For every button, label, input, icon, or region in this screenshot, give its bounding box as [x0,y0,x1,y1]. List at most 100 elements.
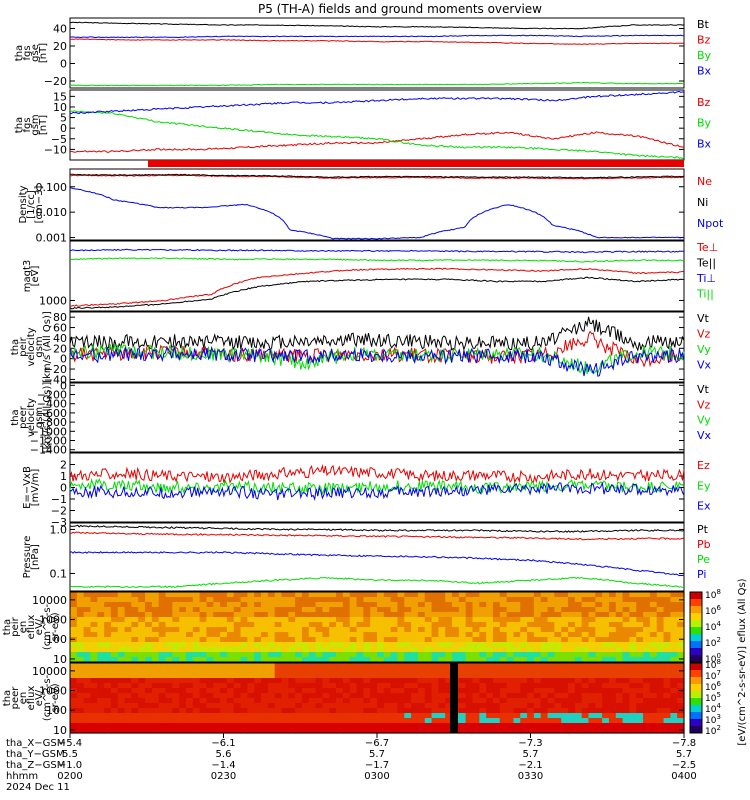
heat-cell [472,647,480,653]
heat-cell [649,663,658,669]
heat-cell [254,673,262,679]
heat-cell [629,597,637,603]
heat-cell [561,718,569,724]
panel-frame [69,591,685,663]
heat-cell [568,627,576,633]
heat-cell [656,627,665,633]
heat-cell [417,703,426,709]
heat-cell [595,622,603,628]
heat-cell [274,668,283,674]
heat-cell [636,627,644,633]
heat-cell [670,703,678,709]
heat-cell [622,683,631,689]
heat-cell [322,652,330,658]
heat-cell [472,728,480,734]
heat-cell [70,632,78,638]
heat-cell [506,647,515,653]
heat-cell [213,602,221,608]
heat-cell [220,723,228,729]
heat-cell [179,723,187,729]
heat-cell [581,728,590,734]
heat-cell [615,703,624,709]
heat-cell [83,637,92,643]
heat-cell [83,607,92,613]
heat-cell [383,718,392,724]
heat-cell [595,652,603,658]
heat-cell [540,723,549,729]
heat-cell [233,592,242,598]
heat-cell [185,723,194,729]
heat-cell [397,713,405,719]
heat-cell [506,728,515,734]
heat-cell [513,617,521,623]
heat-cell [97,668,105,674]
heat-cell [377,663,385,669]
heat-cell [158,703,167,709]
heat-cell [404,673,412,679]
heat-cell [301,698,310,704]
heat-cell [308,693,317,699]
heat-cell [110,698,119,704]
heat-cell [595,678,603,684]
heat-cell [76,668,85,674]
heat-cell [595,723,603,729]
heat-cell [417,627,426,633]
heat-cell [342,708,351,714]
heat-cell [656,617,665,623]
heat-cell [506,612,515,618]
heat-cell [431,637,439,643]
heat-cell [165,668,173,674]
heat-cell [377,673,385,679]
heat-cell [540,617,549,623]
heat-cell [206,663,214,669]
heat-cell [322,663,330,669]
heat-cell [452,642,460,648]
heat-cell [267,597,276,603]
heat-cell [90,592,98,598]
heat-cell [131,668,139,674]
heat-cell [329,637,337,643]
heat-cell [261,703,269,709]
heat-cell [486,683,494,689]
heat-cell [417,647,426,653]
heat-cell [192,673,201,679]
heat-cell [554,693,562,699]
heat-cell [185,637,194,643]
x-tick-label: −7.3 [518,738,542,749]
heat-cell [404,602,412,608]
heat-cell [281,723,289,729]
heat-cell [349,632,358,638]
heat-cell [377,632,385,638]
heat-cell [574,602,583,608]
heat-cell [622,718,631,724]
heat-cell [370,728,378,734]
heat-cell [226,693,235,699]
heat-cell [663,617,671,623]
heat-cell [322,708,330,714]
heat-cell [295,637,303,643]
heat-cell [158,693,167,699]
heat-cell [356,708,364,714]
heat-cell [70,607,78,613]
heat-cell [677,713,685,719]
heat-cell [520,683,528,689]
y-axis-label: sr-eV) [50,612,61,641]
heat-cell [533,683,542,689]
heat-cell [663,597,671,603]
heat-cell [411,703,419,709]
heat-cell [192,622,201,628]
legend-entry: Bz [697,96,711,109]
heat-cell [438,617,446,623]
heat-cell [636,708,644,714]
heat-cell [329,663,337,669]
heat-cell [465,723,474,729]
heat-cell [602,718,610,724]
heat-cell [513,602,521,608]
heat-cell [499,637,508,643]
heat-cell [465,683,474,689]
legend-entry: Bx [697,65,712,78]
heat-cell [656,688,665,694]
heat-cell [322,673,330,679]
heat-cell [349,657,358,663]
heat-cell [220,622,228,628]
